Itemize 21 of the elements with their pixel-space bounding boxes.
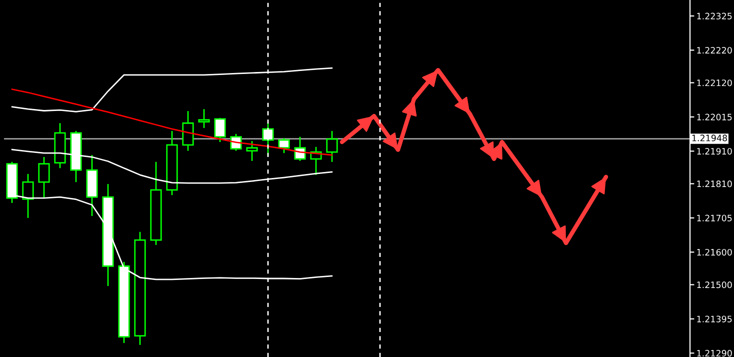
y-tick-label: 1.21810 [697,180,732,188]
candlestick [38,156,50,199]
y-tick-label: 1.22220 [697,46,732,54]
y-tick-label: 1.22325 [697,12,732,20]
y-tick-label: 1.22120 [697,80,732,86]
y-tick-label: 1.21600 [697,248,732,256]
candlestick [230,133,242,152]
candlestick [182,110,194,152]
y-tick-label: 1.21395 [697,316,732,322]
candlestick [214,117,226,143]
y-tick-label: 1.22015 [697,114,732,120]
y-tick-label: 1.21910 [697,148,732,155]
candlestick [246,140,258,162]
candlestick [278,137,290,154]
candlestick [198,108,210,129]
y-tick-label: 1.21705 [697,214,732,222]
candlestick [326,130,338,163]
ref-line-label: 1.21948 [692,134,727,142]
y-tick-label: 1.21290 [697,350,732,357]
candlestick [22,173,34,219]
y-tick-label: 1.21500 [697,282,732,288]
